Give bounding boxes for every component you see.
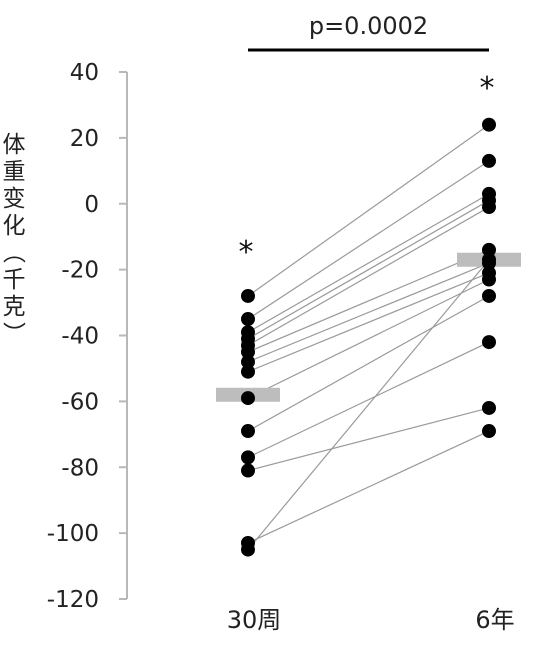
p-value-label: p=0.0002 xyxy=(309,12,428,40)
y-axis-label-char: 重 xyxy=(3,159,26,185)
data-point xyxy=(241,364,255,379)
data-point xyxy=(482,117,496,132)
data-point xyxy=(482,272,496,287)
data-point xyxy=(482,424,496,439)
y-tick-label: -120 xyxy=(47,587,99,613)
pair-line xyxy=(247,272,490,373)
pair-line xyxy=(247,341,490,458)
mean-bars xyxy=(216,252,521,402)
data-point xyxy=(482,335,496,350)
data-point xyxy=(482,200,496,215)
data-point xyxy=(241,288,255,303)
y-tick-label: 40 xyxy=(70,60,99,86)
pair-line xyxy=(247,259,490,550)
y-tick-label: -60 xyxy=(61,389,99,415)
pair-line xyxy=(247,430,490,544)
y-axis-label-char: 化 xyxy=(3,213,26,239)
y-axis-label-char: 变 xyxy=(3,186,26,212)
data-point xyxy=(241,463,255,478)
y-axis-label-char: 克 xyxy=(3,294,26,320)
annotations: p=0.0002 * * xyxy=(239,12,495,270)
y-axis-label-char: 体 xyxy=(3,132,26,158)
x-category-label: 6年 xyxy=(475,606,514,634)
pair-line xyxy=(247,278,490,399)
y-axis-label-char: ） xyxy=(0,322,26,345)
data-point xyxy=(482,153,496,168)
pair-line xyxy=(247,160,490,320)
pair-line xyxy=(247,124,490,297)
pair-line xyxy=(247,407,490,472)
y-tick-label: 0 xyxy=(84,192,99,218)
data-point xyxy=(241,450,255,465)
y-tick-label: -40 xyxy=(61,324,99,350)
y-tick-label: 20 xyxy=(70,126,99,152)
y-axis-label-char: 千 xyxy=(3,267,26,293)
pair-line xyxy=(247,193,490,333)
significance-star: * xyxy=(239,235,254,270)
pair-line xyxy=(247,199,490,340)
y-tick-label: -100 xyxy=(47,521,99,547)
pair-line xyxy=(247,295,490,432)
data-point xyxy=(482,242,496,257)
y-tick-label: -20 xyxy=(61,258,99,284)
y-axis: 40 20 0 -20 -40 -60 -80 -100 -120 xyxy=(47,60,128,613)
pair-line xyxy=(247,249,490,353)
x-category-label: 30周 xyxy=(227,606,282,634)
y-axis-label-char: （ xyxy=(0,241,26,264)
x-axis-labels: 30周 6年 xyxy=(227,606,515,634)
data-point xyxy=(241,424,255,439)
data-point xyxy=(482,400,496,415)
data-point xyxy=(241,542,255,557)
significance-star: * xyxy=(480,71,495,106)
data-point xyxy=(241,354,255,369)
pair-lines xyxy=(247,124,490,550)
data-point xyxy=(241,391,255,406)
data-point xyxy=(241,344,255,359)
data-point xyxy=(482,252,496,267)
pair-line xyxy=(247,206,490,346)
pair-line xyxy=(247,262,490,363)
data-point xyxy=(241,312,255,327)
data-points xyxy=(241,117,496,557)
y-tick-label: -80 xyxy=(61,455,99,481)
data-point xyxy=(482,288,496,303)
